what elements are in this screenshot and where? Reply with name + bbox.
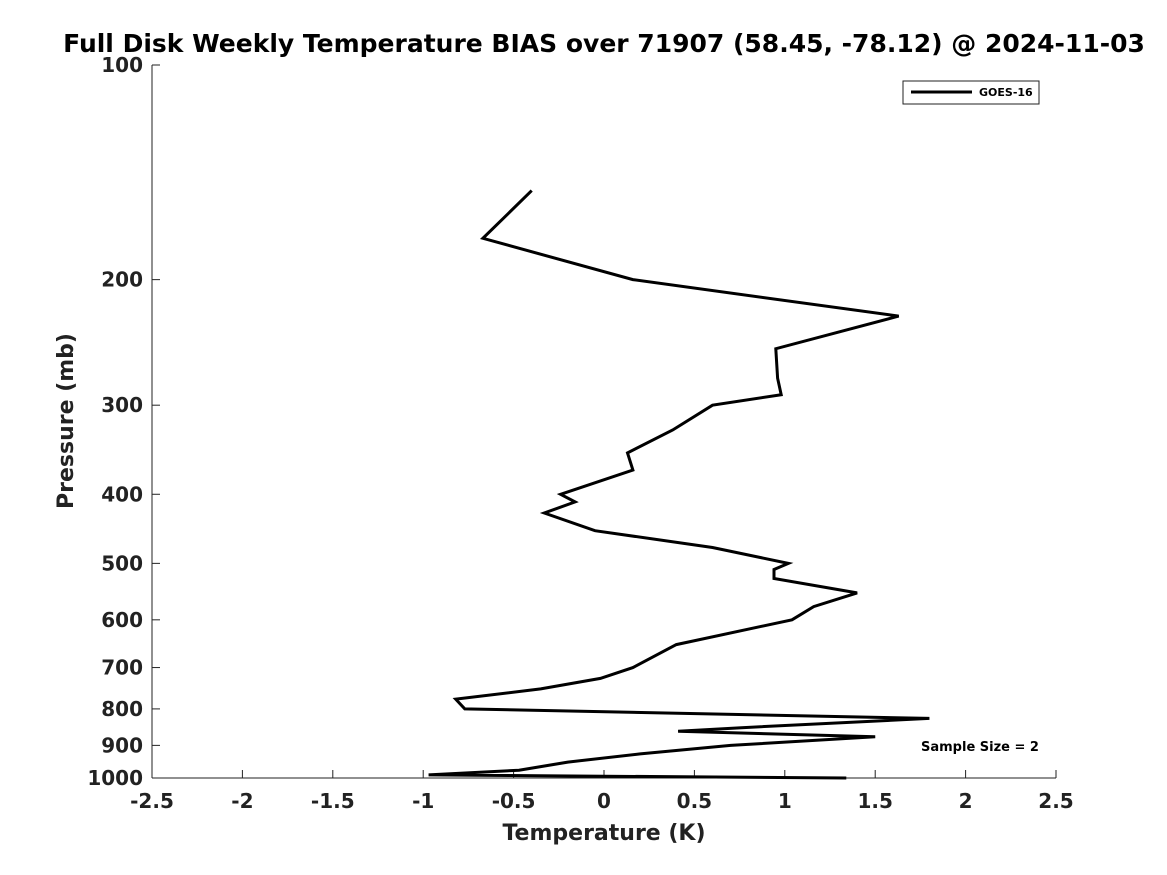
x-tick-label: -0.5 [492,789,536,813]
x-tick-label: 0 [597,789,611,813]
y-tick-label: 700 [101,656,143,680]
y-tick-label: 800 [101,697,143,721]
y-tick-label: 600 [101,608,143,632]
y-ticks: 100 200 300 400 500 600 700 800 900 1000 [87,53,160,790]
x-tick-label: 0.5 [677,789,712,813]
y-tick-label: 200 [101,268,143,292]
legend-label: GOES-16 [979,86,1033,99]
x-tick-label: -2.5 [130,789,174,813]
x-tick-label: 2 [959,789,973,813]
sample-size-annotation: Sample Size = 2 [921,740,1039,755]
x-axis-label: Temperature (K) [502,821,705,846]
y-tick-label: 400 [101,482,143,506]
y-axis-label: Pressure (mb) [54,333,79,509]
x-tick-label: 1 [778,789,792,813]
y-tick-label: 1000 [87,766,143,790]
y-tick-label: 900 [101,733,143,757]
plot-axes [151,65,1056,779]
y-tick-label: 500 [101,551,143,575]
x-tick-label: -1.5 [311,789,355,813]
chart-title: Full Disk Weekly Temperature BIAS over 7… [63,29,1145,58]
legend: GOES-16 [902,80,1040,105]
series-layer [428,189,930,780]
y-tick-label: 300 [101,393,143,417]
series-line-goes-16 [428,189,930,780]
x-tick-label: 2.5 [1038,789,1073,813]
x-ticks: -2.5 -2 -1.5 -1 -0.5 0 0.5 1 1.5 2 2.5 [130,770,1074,813]
x-tick-label: -2 [231,789,253,813]
x-tick-label: 1.5 [857,789,892,813]
x-tick-label: -1 [412,789,434,813]
y-tick-label: 100 [101,53,143,77]
